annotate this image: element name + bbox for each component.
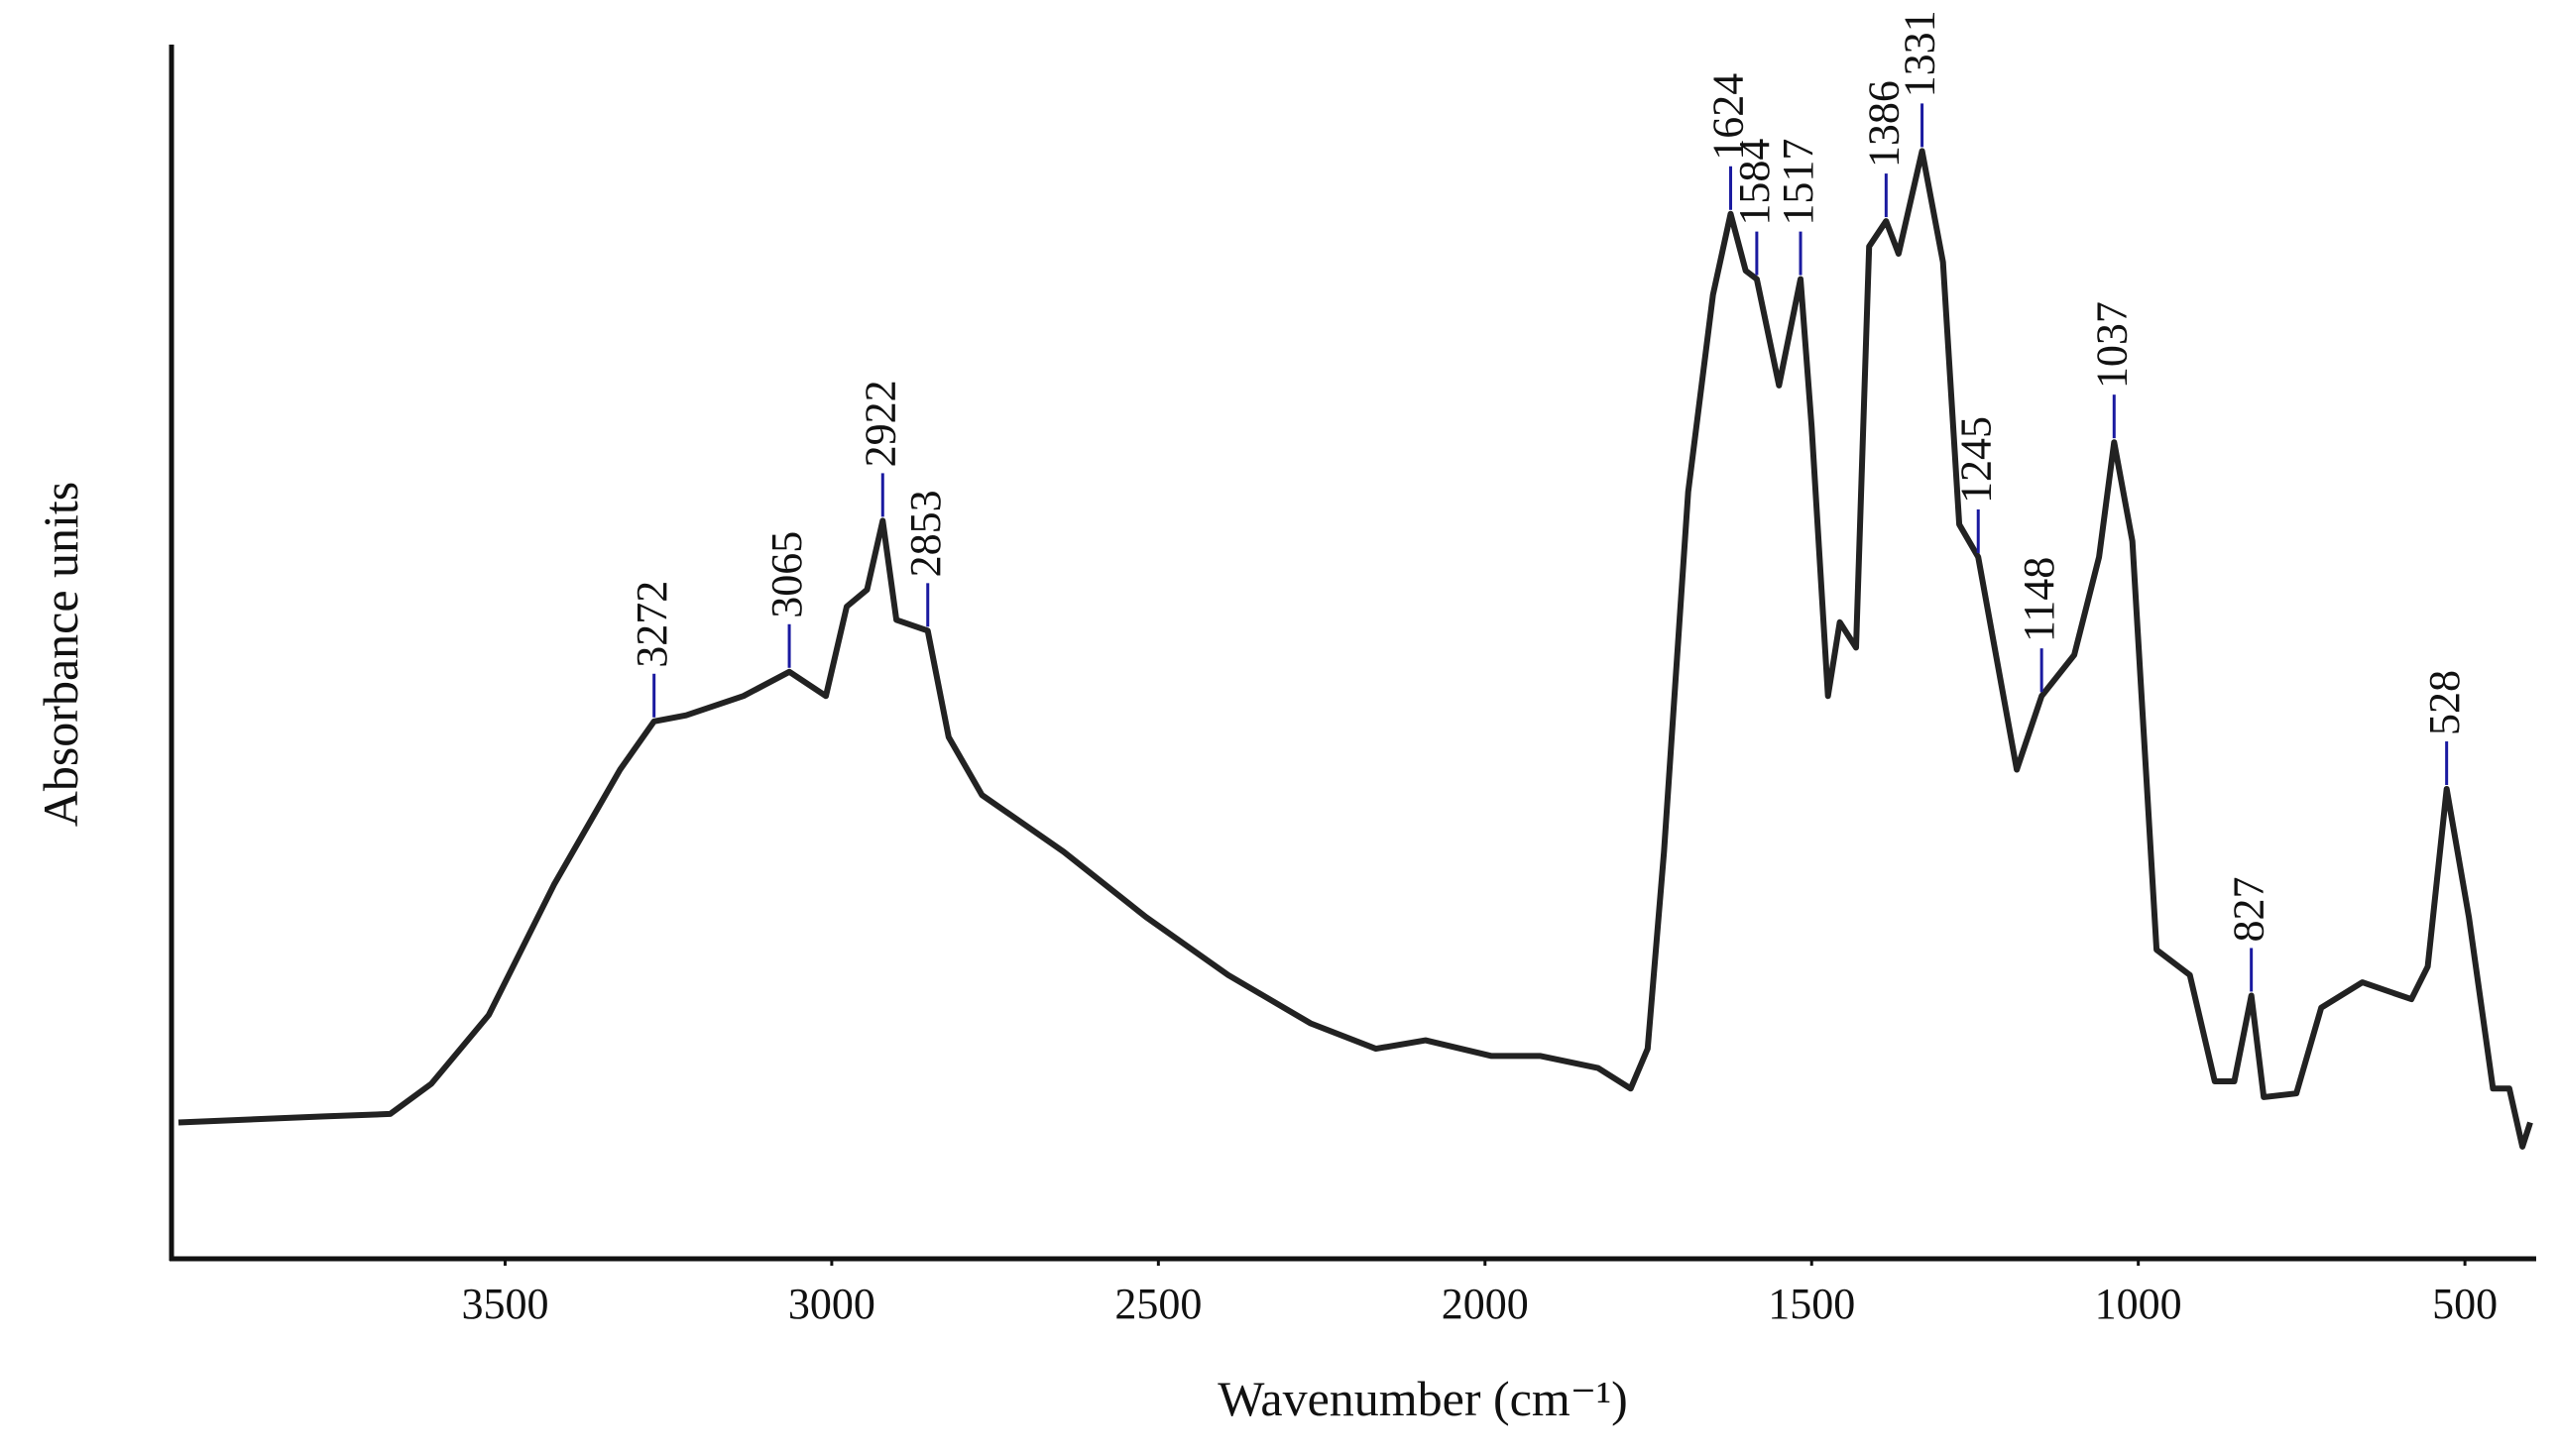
peak-label: 1148 — [2015, 557, 2063, 642]
spectrum-line — [177, 148, 2533, 1150]
x-tick-label: 2500 — [1114, 1280, 1202, 1328]
x-tick-label: 3500 — [461, 1280, 548, 1328]
peak-label: 827 — [2225, 876, 2273, 942]
peak-label: 1245 — [1951, 416, 2000, 504]
peak-label: 1037 — [2087, 301, 2136, 389]
peak-label: 1517 — [1774, 139, 1822, 226]
peak-label: 3272 — [628, 581, 676, 668]
peak-label: 1584 — [1730, 139, 1779, 226]
peak-label: 1624 — [1704, 73, 1753, 161]
peak-label: 1386 — [1859, 80, 1908, 168]
peak-label: 2853 — [901, 490, 950, 577]
peak-label: 3065 — [762, 531, 811, 618]
x-tick-label: 500 — [2432, 1280, 2498, 1328]
peak-label: 1331 — [1896, 10, 1944, 97]
x-tick-label: 1500 — [1768, 1280, 1855, 1328]
x-tick-label: 2000 — [1442, 1280, 1529, 1328]
x-tick-label: 1000 — [2095, 1280, 2182, 1328]
peak-label: 2922 — [856, 380, 904, 467]
x-axis-label: Wavenumber (cm⁻¹) — [1218, 1371, 1628, 1426]
peak-label: 528 — [2420, 670, 2469, 735]
x-tick-label: 3000 — [788, 1280, 875, 1328]
y-axis-label: Absorbance units — [33, 482, 88, 828]
